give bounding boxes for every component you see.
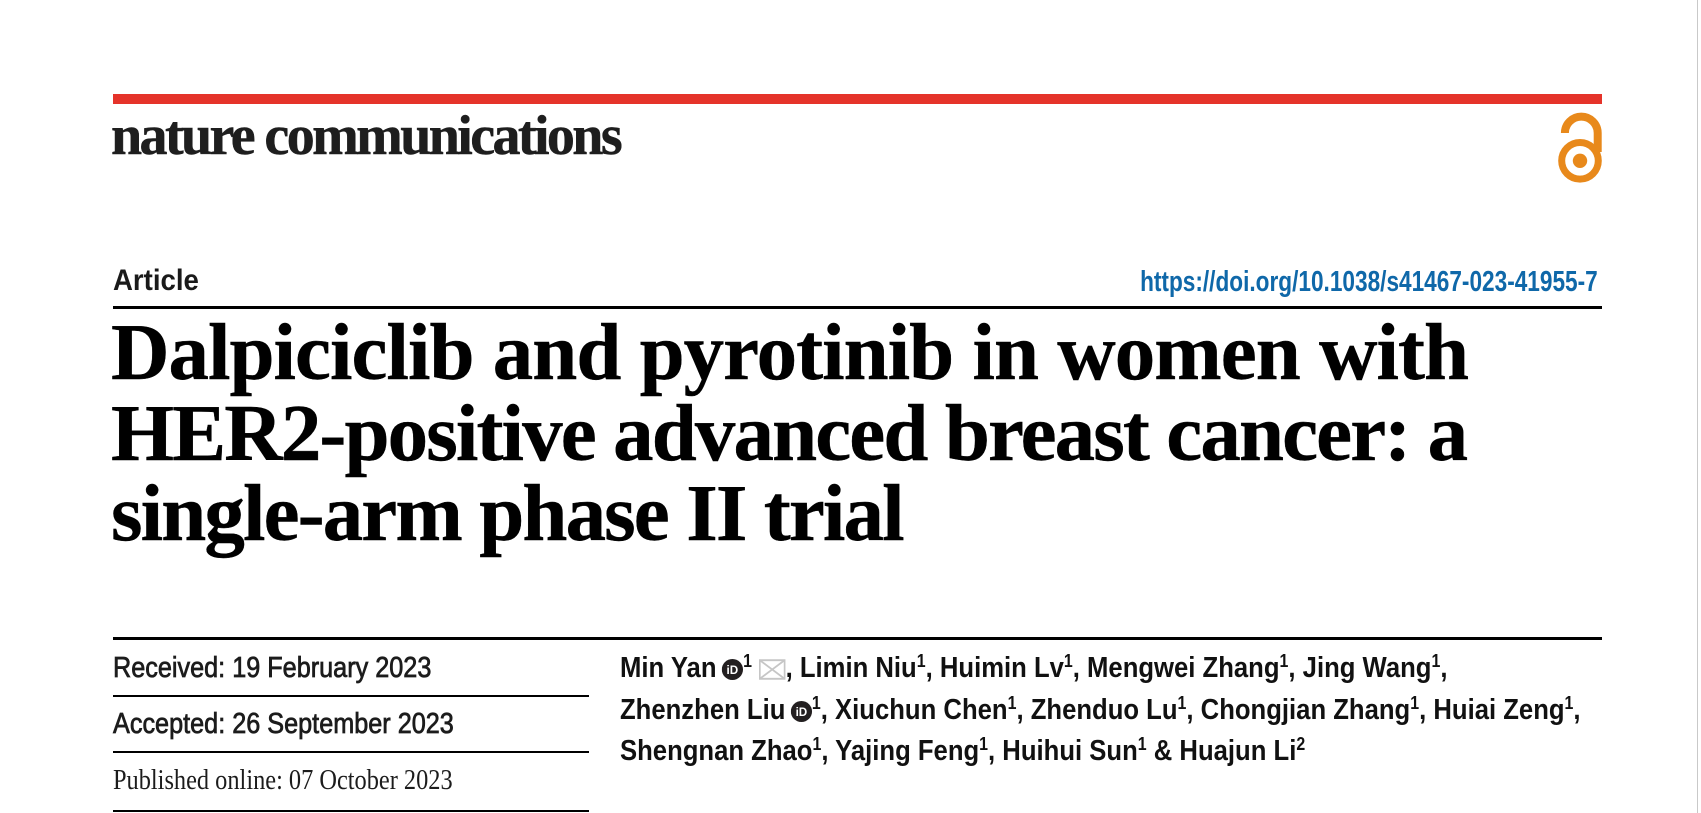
svg-text:iD: iD — [795, 704, 807, 718]
svg-text:iD: iD — [727, 663, 739, 677]
